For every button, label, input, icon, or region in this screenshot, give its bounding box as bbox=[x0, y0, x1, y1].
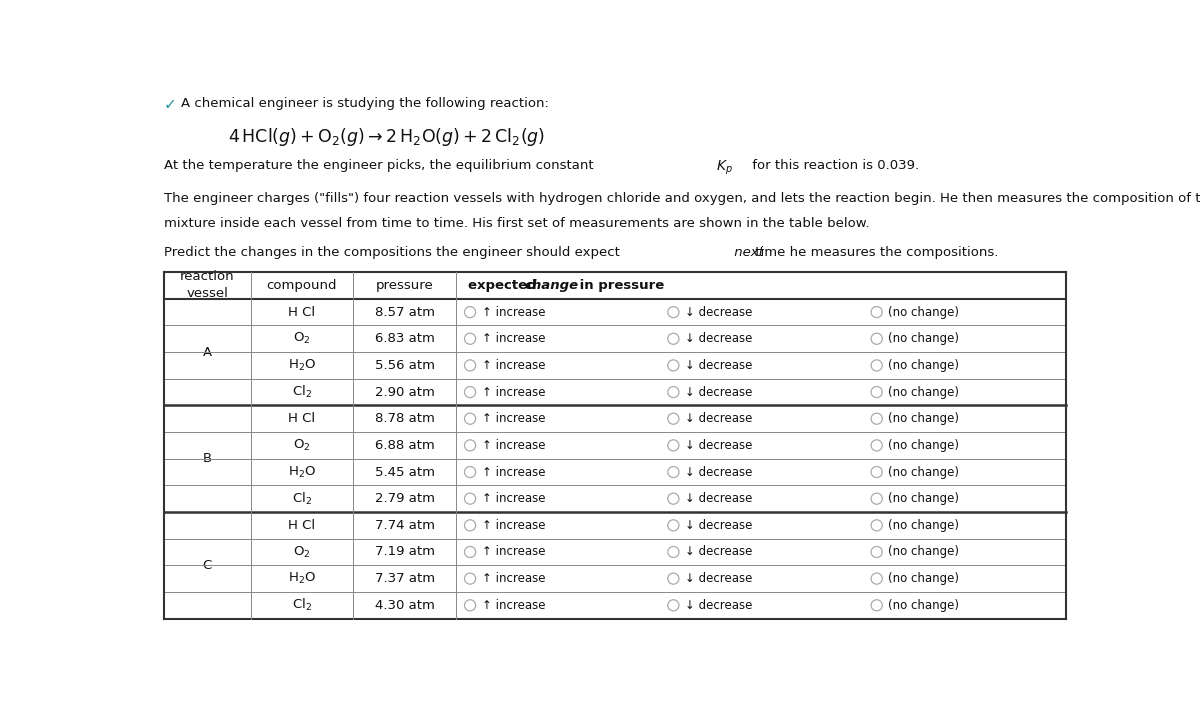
Text: A chemical engineer is studying the following reaction:: A chemical engineer is studying the foll… bbox=[181, 98, 548, 110]
Text: H Cl: H Cl bbox=[288, 412, 316, 425]
Text: (no change): (no change) bbox=[888, 599, 960, 612]
Text: 4.30 atm: 4.30 atm bbox=[374, 599, 434, 612]
Text: ↓ decrease: ↓ decrease bbox=[685, 412, 752, 425]
Text: $4\,\mathrm{HCl}(g)+\mathrm{O_2}(g) \rightarrow 2\,\mathrm{H_2O}(g)+2\,\mathrm{C: $4\,\mathrm{HCl}(g)+\mathrm{O_2}(g) \rig… bbox=[228, 126, 545, 148]
Text: compound: compound bbox=[266, 279, 337, 292]
Text: (no change): (no change) bbox=[888, 545, 960, 559]
Text: (no change): (no change) bbox=[888, 519, 960, 532]
Text: (no change): (no change) bbox=[888, 439, 960, 452]
Text: ↓ decrease: ↓ decrease bbox=[685, 439, 752, 452]
Text: ↓ decrease: ↓ decrease bbox=[685, 385, 752, 399]
Text: ↑ increase: ↑ increase bbox=[482, 519, 545, 532]
Text: (no change): (no change) bbox=[888, 492, 960, 505]
Text: ↑ increase: ↑ increase bbox=[482, 412, 545, 425]
Text: time he measures the compositions.: time he measures the compositions. bbox=[751, 246, 998, 259]
Text: ↑ increase: ↑ increase bbox=[482, 545, 545, 559]
Text: (no change): (no change) bbox=[888, 465, 960, 479]
Text: $\mathrm{Cl_2}$: $\mathrm{Cl_2}$ bbox=[292, 597, 312, 614]
Text: ↓ decrease: ↓ decrease bbox=[685, 465, 752, 479]
Text: ↑ increase: ↑ increase bbox=[482, 439, 545, 452]
Text: in pressure: in pressure bbox=[575, 279, 664, 292]
Text: ↑ increase: ↑ increase bbox=[482, 359, 545, 372]
Text: $\mathrm{H_2O}$: $\mathrm{H_2O}$ bbox=[288, 571, 316, 586]
Text: At the temperature the engineer picks, the equilibrium constant: At the temperature the engineer picks, t… bbox=[164, 159, 598, 172]
Text: (no change): (no change) bbox=[888, 305, 960, 319]
Text: ↓ decrease: ↓ decrease bbox=[685, 332, 752, 345]
Text: $\mathrm{O_2}$: $\mathrm{O_2}$ bbox=[293, 331, 311, 346]
Text: ↑ increase: ↑ increase bbox=[482, 465, 545, 479]
Text: for this reaction is 0.039.: for this reaction is 0.039. bbox=[749, 159, 919, 172]
Text: (no change): (no change) bbox=[888, 572, 960, 585]
Text: ✓: ✓ bbox=[164, 98, 176, 112]
Text: ↑ increase: ↑ increase bbox=[482, 332, 545, 345]
Text: ↑ increase: ↑ increase bbox=[482, 385, 545, 399]
Text: Predict the changes in the compositions the engineer should expect: Predict the changes in the compositions … bbox=[164, 246, 620, 259]
Text: ↑ increase: ↑ increase bbox=[482, 599, 545, 612]
Text: ↑ increase: ↑ increase bbox=[482, 305, 545, 319]
Text: $\mathrm{Cl_2}$: $\mathrm{Cl_2}$ bbox=[292, 384, 312, 400]
Text: H Cl: H Cl bbox=[288, 305, 316, 319]
Text: The engineer charges ("fills") four reaction vessels with hydrogen chloride and : The engineer charges ("fills") four reac… bbox=[164, 192, 1200, 205]
Text: 2.90 atm: 2.90 atm bbox=[374, 385, 434, 399]
Text: reaction
vessel: reaction vessel bbox=[180, 270, 235, 300]
Text: pressure: pressure bbox=[376, 279, 433, 292]
Text: H Cl: H Cl bbox=[288, 519, 316, 532]
Text: 7.19 atm: 7.19 atm bbox=[374, 545, 434, 559]
Text: ↑ increase: ↑ increase bbox=[482, 492, 545, 505]
Text: ↑ increase: ↑ increase bbox=[482, 572, 545, 585]
Text: ↓ decrease: ↓ decrease bbox=[685, 519, 752, 532]
Text: 5.56 atm: 5.56 atm bbox=[374, 359, 434, 372]
Text: 7.37 atm: 7.37 atm bbox=[374, 572, 434, 585]
Text: 7.74 atm: 7.74 atm bbox=[374, 519, 434, 532]
Text: (no change): (no change) bbox=[888, 385, 960, 399]
Text: ↓ decrease: ↓ decrease bbox=[685, 599, 752, 612]
Text: (no change): (no change) bbox=[888, 359, 960, 372]
Text: $\mathrm{O_2}$: $\mathrm{O_2}$ bbox=[293, 545, 311, 559]
Text: $\mathrm{H_2O}$: $\mathrm{H_2O}$ bbox=[288, 465, 316, 479]
Text: A: A bbox=[203, 345, 212, 359]
Text: ↓ decrease: ↓ decrease bbox=[685, 492, 752, 505]
Text: 5.45 atm: 5.45 atm bbox=[374, 465, 434, 479]
Text: ↓ decrease: ↓ decrease bbox=[685, 572, 752, 585]
Text: $\mathrm{H_2O}$: $\mathrm{H_2O}$ bbox=[288, 358, 316, 373]
Text: (no change): (no change) bbox=[888, 332, 960, 345]
Text: $K_p$: $K_p$ bbox=[715, 159, 732, 177]
Text: mixture inside each vessel from time to time. His first set of measurements are : mixture inside each vessel from time to … bbox=[164, 218, 870, 230]
Text: 8.78 atm: 8.78 atm bbox=[374, 412, 434, 425]
Text: 6.88 atm: 6.88 atm bbox=[374, 439, 434, 452]
Text: 2.79 atm: 2.79 atm bbox=[374, 492, 434, 505]
Text: $\mathrm{O_2}$: $\mathrm{O_2}$ bbox=[293, 438, 311, 453]
Text: B: B bbox=[203, 452, 212, 465]
Text: expected: expected bbox=[468, 279, 541, 292]
Text: next: next bbox=[730, 246, 763, 259]
Text: $\mathrm{Cl_2}$: $\mathrm{Cl_2}$ bbox=[292, 491, 312, 507]
Text: ↓ decrease: ↓ decrease bbox=[685, 545, 752, 559]
Text: 8.57 atm: 8.57 atm bbox=[374, 305, 434, 319]
Text: change: change bbox=[524, 279, 578, 292]
Text: ↓ decrease: ↓ decrease bbox=[685, 305, 752, 319]
Text: C: C bbox=[203, 559, 212, 572]
Text: ↓ decrease: ↓ decrease bbox=[685, 359, 752, 372]
Text: 6.83 atm: 6.83 atm bbox=[374, 332, 434, 345]
Text: (no change): (no change) bbox=[888, 412, 960, 425]
